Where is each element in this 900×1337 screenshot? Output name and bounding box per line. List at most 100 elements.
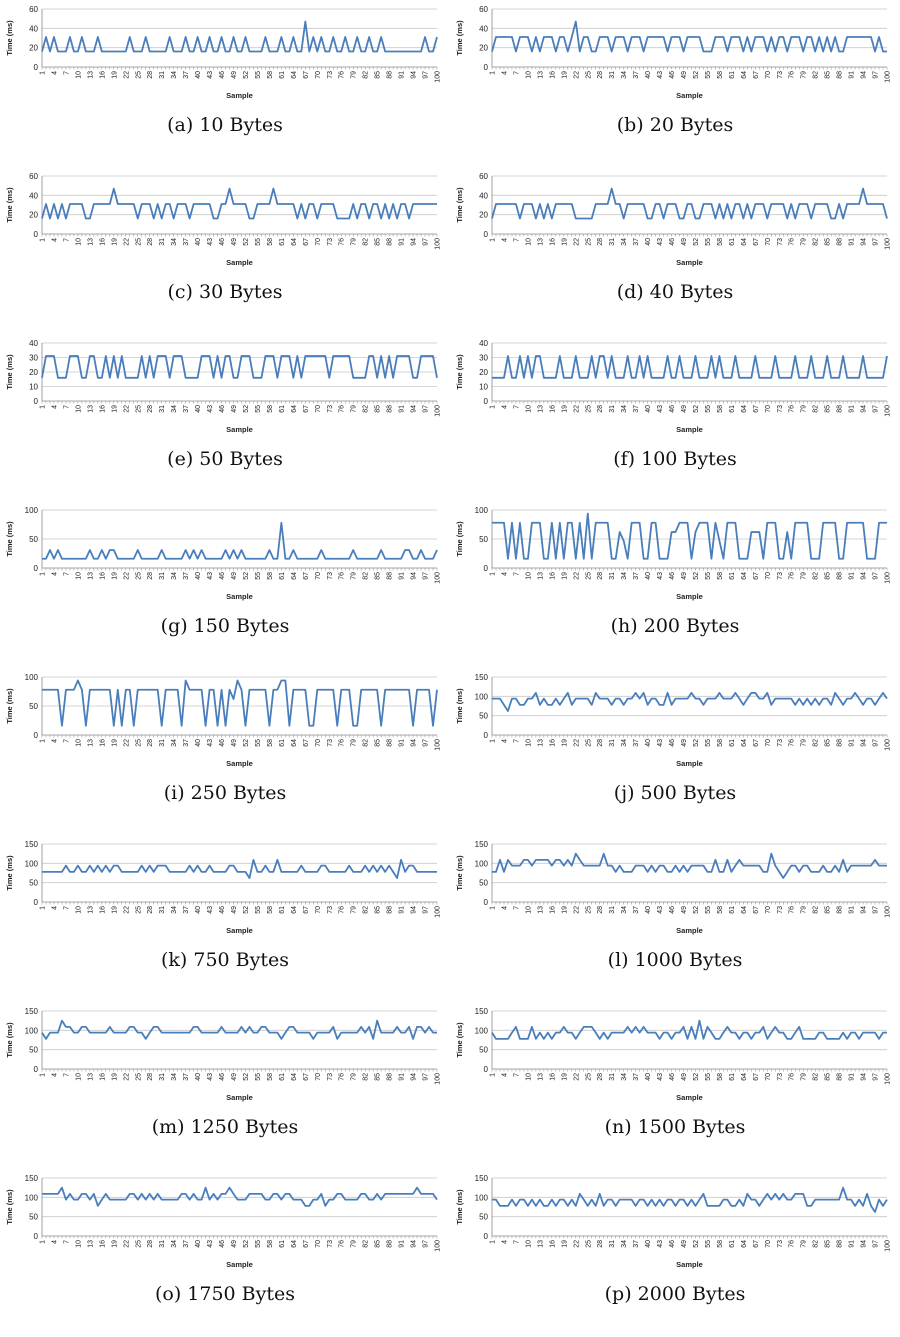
x-tick-label: 40 — [195, 238, 202, 246]
x-tick-label: 97 — [423, 739, 430, 747]
series-line — [41, 1019, 437, 1040]
x-tick-label: 73 — [327, 739, 334, 747]
chart-caption: (f) 100 Bytes — [613, 448, 737, 470]
x-axis-title: Sample — [676, 926, 703, 935]
x-tick-label: 34 — [621, 71, 628, 79]
x-tick-label: 70 — [765, 572, 772, 580]
x-tick-label: 58 — [267, 238, 274, 246]
x-tick-label: 85 — [375, 238, 382, 246]
x-tick-label: 7 — [513, 405, 520, 409]
x-tick-label: 100 — [435, 405, 442, 417]
x-tick-label: 31 — [609, 405, 616, 413]
x-tick-label: 10 — [75, 739, 82, 747]
x-tick-label: 13 — [87, 71, 94, 79]
x-tick-label: 97 — [873, 405, 880, 413]
x-tick-label: 82 — [363, 71, 370, 79]
x-tick-label: 49 — [231, 405, 238, 413]
x-tick-label: 46 — [219, 405, 226, 413]
x-tick-label: 82 — [813, 1073, 820, 1081]
x-tick-label: 1 — [490, 1240, 497, 1244]
x-tick-label: 58 — [717, 572, 724, 580]
x-tick-label: 76 — [789, 1073, 796, 1081]
x-tick-label: 94 — [411, 1240, 418, 1248]
y-tick-label: 60 — [479, 5, 488, 14]
x-tick-label: 1 — [490, 739, 497, 743]
x-tick-label: 79 — [351, 1073, 358, 1081]
x-tick-label: 70 — [765, 1240, 772, 1248]
x-tick-label: 31 — [609, 71, 616, 79]
x-tick-label: 4 — [51, 71, 58, 75]
x-tick-label: 67 — [303, 1073, 310, 1081]
x-tick-label: 46 — [219, 1240, 226, 1248]
x-tick-label: 22 — [123, 1073, 130, 1081]
y-tick-label: 0 — [34, 230, 39, 239]
x-tick-label: 67 — [303, 906, 310, 914]
x-tick-label: 82 — [363, 238, 370, 246]
chart-caption: (c) 30 Bytes — [167, 281, 283, 303]
x-tick-label: 91 — [399, 1073, 406, 1081]
x-tick-label: 73 — [777, 71, 784, 79]
x-tick-label: 58 — [717, 1073, 724, 1081]
chart-panel: 0 50 100 150 1 4 7 10 13 16 19 22 25 28 31 34 37 40 43 46 49… — [0, 1171, 450, 1337]
x-tick-label: 91 — [849, 906, 856, 914]
x-tick-label: 25 — [135, 739, 142, 747]
x-tick-label: 70 — [765, 405, 772, 413]
x-tick-label: 61 — [279, 1240, 286, 1248]
x-tick-label: 73 — [777, 572, 784, 580]
x-tick-label: 25 — [585, 1240, 592, 1248]
x-tick-label: 16 — [99, 71, 106, 79]
x-tick-label: 82 — [363, 572, 370, 580]
x-tick-label: 31 — [159, 739, 166, 747]
x-tick-label: 97 — [423, 906, 430, 914]
x-tick-label: 28 — [597, 1073, 604, 1081]
x-tick-label: 67 — [303, 405, 310, 413]
x-tick-label: 46 — [219, 739, 226, 747]
y-tick-label: 0 — [484, 230, 489, 239]
x-tick-label: 61 — [279, 572, 286, 580]
x-tick-label: 40 — [195, 906, 202, 914]
y-tick-label: 0 — [34, 731, 39, 740]
x-tick-label: 73 — [777, 1073, 784, 1081]
x-tick-label: 91 — [849, 238, 856, 246]
y-axis-title: Time (ms) — [5, 1189, 14, 1225]
x-tick-label: 58 — [717, 1240, 724, 1248]
x-tick-label: 49 — [231, 1240, 238, 1248]
chart-panel: 0 20 40 60 1 4 7 10 13 16 19 22 25 28 31 34 37 40 43 46 49 52… — [0, 169, 450, 335]
x-tick-label: 67 — [753, 572, 760, 580]
x-tick-label: 91 — [849, 572, 856, 580]
x-tick-label: 64 — [741, 906, 748, 914]
x-tick-label: 19 — [111, 1073, 118, 1081]
x-tick-label: 94 — [411, 739, 418, 747]
y-tick-label: 100 — [475, 1193, 489, 1202]
y-tick-label: 50 — [479, 1213, 488, 1222]
x-tick-label: 88 — [837, 739, 844, 747]
y-tick-label: 100 — [25, 859, 39, 868]
x-tick-label: 13 — [87, 1240, 94, 1248]
x-tick-label: 25 — [135, 405, 142, 413]
y-axis-title: Time (ms) — [455, 1189, 464, 1225]
x-tick-label: 37 — [633, 572, 640, 580]
x-tick-label: 76 — [789, 739, 796, 747]
x-tick-label: 10 — [75, 572, 82, 580]
y-tick-label: 0 — [484, 1232, 489, 1241]
chart-panel: 0 20 40 60 1 4 7 10 13 16 19 22 25 28 31 34 37 40 43 46 49 52… — [0, 2, 450, 168]
x-tick-label: 85 — [825, 739, 832, 747]
x-tick-label: 67 — [753, 739, 760, 747]
y-tick-label: 10 — [479, 383, 488, 392]
x-tick-label: 88 — [837, 405, 844, 413]
x-tick-label: 37 — [633, 906, 640, 914]
x-tick-label: 40 — [645, 906, 652, 914]
chart-panel: 0 20 40 60 1 4 7 10 13 16 19 22 25 28 31 34 37 40 43 46 49 52… — [450, 2, 900, 168]
x-tick-label: 82 — [813, 739, 820, 747]
x-tick-label: 28 — [597, 1240, 604, 1248]
x-tick-label: 7 — [513, 739, 520, 743]
x-tick-label: 28 — [147, 1240, 154, 1248]
x-tick-label: 58 — [717, 405, 724, 413]
x-tick-label: 10 — [525, 739, 532, 747]
y-tick-label: 100 — [25, 1193, 39, 1202]
y-tick-label: 100 — [475, 692, 489, 701]
x-axis-title: Sample — [676, 258, 703, 267]
x-tick-label: 46 — [669, 238, 676, 246]
x-tick-label: 40 — [195, 405, 202, 413]
x-tick-label: 40 — [645, 1240, 652, 1248]
